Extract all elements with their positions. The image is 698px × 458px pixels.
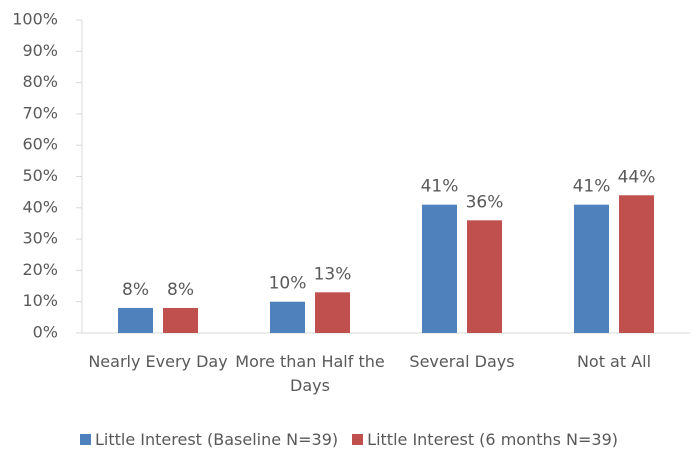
legend-item: Little Interest (Baseline N=39) (79, 430, 339, 449)
legend-swatch (79, 434, 91, 445)
y-tick-label: 0% (33, 323, 58, 342)
data-label: 36% (466, 192, 504, 212)
data-label: 44% (618, 167, 656, 187)
bar (118, 307, 153, 333)
y-tick-label: 20% (22, 260, 58, 279)
legend-label: Little Interest (Baseline N=39) (94, 430, 339, 449)
y-tick-label: 100% (12, 10, 58, 29)
y-tick-label: 30% (22, 229, 58, 248)
x-tick-label: Nearly Every Day (88, 352, 228, 371)
y-tick-label: 50% (22, 166, 58, 185)
y-tick-label: 40% (22, 197, 58, 216)
x-tick-label: Not at All (576, 352, 652, 371)
bar (574, 204, 609, 333)
data-label: 10% (269, 274, 307, 294)
bar (315, 292, 350, 333)
data-label: 8% (167, 280, 194, 300)
y-tick-label: 90% (22, 41, 58, 60)
legend-label: Little Interest (6 months N=39) (367, 430, 619, 449)
x-tick-label: Several Days (409, 352, 515, 371)
bar (163, 307, 198, 333)
bar (619, 195, 654, 333)
legend-item: Little Interest (6 months N=39) (352, 430, 618, 449)
legend-swatch (352, 434, 364, 445)
bar (467, 220, 502, 333)
data-label: 41% (421, 177, 459, 197)
data-label: 8% (122, 280, 149, 300)
legend: Little Interest (Baseline N=39) Little In… (0, 430, 698, 449)
y-tick-label: 10% (22, 291, 58, 310)
y-tick-label: 80% (22, 72, 58, 91)
data-label: 13% (314, 264, 352, 284)
x-tick-label: More than Half the Days (235, 352, 385, 395)
y-tick-label: 70% (22, 103, 58, 122)
y-tick-label: 60% (22, 135, 58, 154)
bar (422, 204, 457, 333)
data-label: 41% (573, 177, 611, 197)
bar (270, 301, 305, 333)
